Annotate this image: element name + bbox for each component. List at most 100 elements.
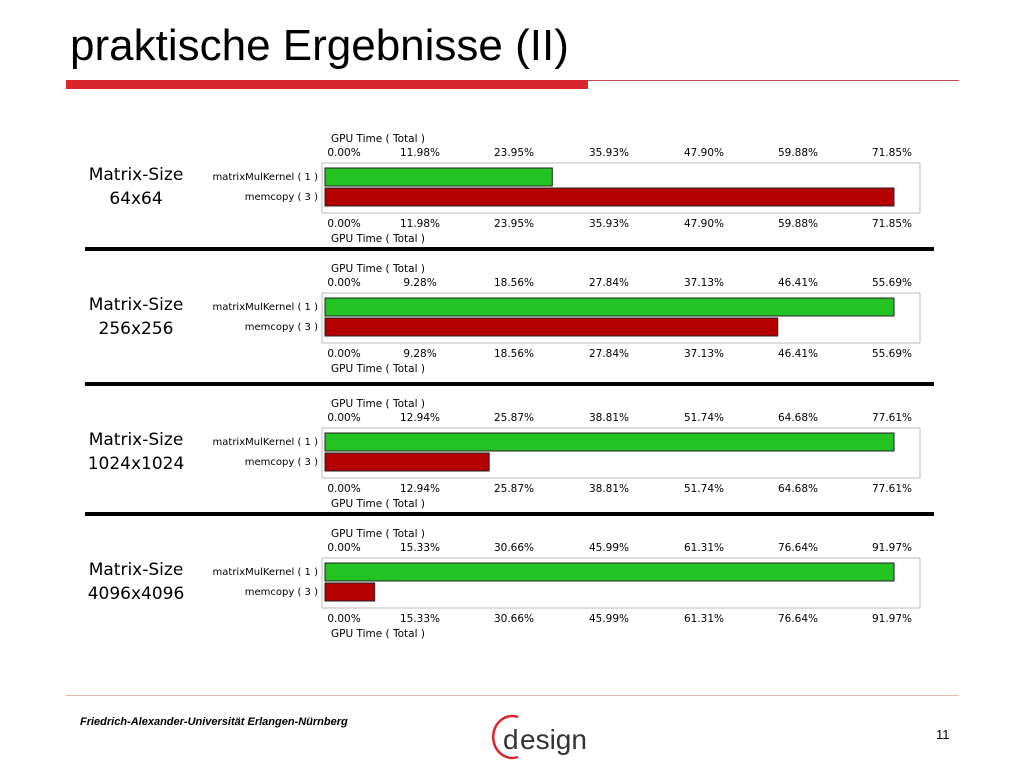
axis-title-top: GPU Time ( Total ) xyxy=(331,528,425,540)
footer-university: Friedrich-Alexander-Universität Erlangen… xyxy=(80,716,348,728)
tick-label-bottom: 47.90% xyxy=(684,218,724,230)
bar-memcopy xyxy=(324,582,376,602)
matrix-size-value: 256x256 xyxy=(99,319,174,339)
tick-label-top: 18.56% xyxy=(494,277,534,289)
matrix-size-label: Matrix-Size xyxy=(89,430,184,450)
tick-label-bottom: 51.74% xyxy=(684,483,724,495)
tick-label-top: 30.66% xyxy=(494,542,534,554)
axis-title-bottom: GPU Time ( Total ) xyxy=(331,363,425,375)
tick-label-top: 35.93% xyxy=(589,147,629,159)
chart-separator xyxy=(85,382,934,386)
tick-label-top: 59.88% xyxy=(778,147,818,159)
tick-label-bottom: 61.31% xyxy=(684,613,724,625)
bar-matrixmulkernel xyxy=(324,297,895,317)
tick-label-bottom: 18.56% xyxy=(494,348,534,360)
bar-memcopy xyxy=(324,187,895,207)
category-label-memcopy: memcopy ( 3 ) xyxy=(245,457,318,468)
matrix-size-value: 1024x1024 xyxy=(88,454,185,474)
tick-label-top: 91.97% xyxy=(872,542,912,554)
tick-label-bottom: 37.13% xyxy=(684,348,724,360)
tick-label-top: 64.68% xyxy=(778,412,818,424)
category-label-kernel: matrixMulKernel ( 1 ) xyxy=(213,172,319,183)
tick-label-top: 46.41% xyxy=(778,277,818,289)
chart-separator xyxy=(85,247,934,251)
tick-label-bottom: 46.41% xyxy=(778,348,818,360)
tick-label-bottom: 11.98% xyxy=(400,218,440,230)
tick-label-bottom: 9.28% xyxy=(403,348,436,360)
category-label-kernel: matrixMulKernel ( 1 ) xyxy=(213,302,319,313)
tick-label-top: 76.64% xyxy=(778,542,818,554)
tick-label-top: 15.33% xyxy=(400,542,440,554)
tick-label-top: 25.87% xyxy=(494,412,534,424)
category-label-kernel: matrixMulKernel ( 1 ) xyxy=(213,567,319,578)
bar-matrixmulkernel xyxy=(324,432,895,452)
tick-label-top: 27.84% xyxy=(589,277,629,289)
tick-label-top: 0.00% xyxy=(327,147,360,159)
logo-text: esign xyxy=(520,724,587,755)
bar-matrixmulkernel xyxy=(324,167,553,187)
tick-label-bottom: 55.69% xyxy=(872,348,912,360)
axis-title-bottom: GPU Time ( Total ) xyxy=(331,628,425,640)
tick-label-top: 11.98% xyxy=(400,147,440,159)
tick-label-bottom: 12.94% xyxy=(400,483,440,495)
matrix-size-label: Matrix-Size xyxy=(89,295,184,315)
tick-label-bottom: 59.88% xyxy=(778,218,818,230)
tick-label-bottom: 27.84% xyxy=(589,348,629,360)
logo-letter: d xyxy=(503,724,519,755)
tick-label-top: 61.31% xyxy=(684,542,724,554)
tick-label-bottom: 64.68% xyxy=(778,483,818,495)
tick-label-bottom: 76.64% xyxy=(778,613,818,625)
matrix-size-label: Matrix-Size xyxy=(89,560,184,580)
category-label-memcopy: memcopy ( 3 ) xyxy=(245,322,318,333)
tick-label-top: 77.61% xyxy=(872,412,912,424)
axis-title-top: GPU Time ( Total ) xyxy=(331,133,425,145)
matrix-size-value: 4096x4096 xyxy=(88,584,185,604)
tick-label-bottom: 0.00% xyxy=(327,613,360,625)
cdesign-logo: d esign xyxy=(492,714,587,760)
tick-label-top: 55.69% xyxy=(872,277,912,289)
tick-label-bottom: 23.95% xyxy=(494,218,534,230)
tick-label-bottom: 45.99% xyxy=(589,613,629,625)
bar-matrixmulkernel xyxy=(324,562,895,582)
gpu-time-charts: GPU Time ( Total ) GPU Time ( Total ) 0.00… xyxy=(85,133,934,640)
tick-label-top: 45.99% xyxy=(589,542,629,554)
tick-label-bottom: 30.66% xyxy=(494,613,534,625)
slide-title: praktische Ergebnisse (II) xyxy=(70,21,569,70)
footer-rule xyxy=(66,695,959,696)
matrix-size-value: 64x64 xyxy=(109,189,162,209)
tick-label-top: 37.13% xyxy=(684,277,724,289)
tick-label-bottom: 38.81% xyxy=(589,483,629,495)
tick-label-top: 9.28% xyxy=(403,277,436,289)
tick-label-bottom: 71.85% xyxy=(872,218,912,230)
bar-memcopy xyxy=(324,452,490,472)
axis-title-top: GPU Time ( Total ) xyxy=(331,263,425,275)
tick-label-bottom: 15.33% xyxy=(400,613,440,625)
tick-label-top: 0.00% xyxy=(327,542,360,554)
tick-label-top: 23.95% xyxy=(494,147,534,159)
axis-title-top: GPU Time ( Total ) xyxy=(331,398,425,410)
title-accent-bar xyxy=(66,80,588,89)
tick-label-top: 12.94% xyxy=(400,412,440,424)
axis-title-bottom: GPU Time ( Total ) xyxy=(331,233,425,245)
category-label-memcopy: memcopy ( 3 ) xyxy=(245,587,318,598)
tick-label-bottom: 0.00% xyxy=(327,218,360,230)
tick-label-top: 0.00% xyxy=(327,277,360,289)
bar-memcopy xyxy=(324,317,779,337)
tick-label-top: 38.81% xyxy=(589,412,629,424)
tick-label-top: 71.85% xyxy=(872,147,912,159)
tick-label-bottom: 25.87% xyxy=(494,483,534,495)
tick-label-top: 47.90% xyxy=(684,147,724,159)
tick-label-top: 0.00% xyxy=(327,412,360,424)
chart-separator xyxy=(85,512,934,516)
category-label-memcopy: memcopy ( 3 ) xyxy=(245,192,318,203)
tick-label-top: 51.74% xyxy=(684,412,724,424)
tick-label-bottom: 35.93% xyxy=(589,218,629,230)
tick-label-bottom: 77.61% xyxy=(872,483,912,495)
tick-label-bottom: 91.97% xyxy=(872,613,912,625)
axis-title-bottom: GPU Time ( Total ) xyxy=(331,498,425,510)
matrix-size-label: Matrix-Size xyxy=(89,165,184,185)
category-label-kernel: matrixMulKernel ( 1 ) xyxy=(213,437,319,448)
tick-label-bottom: 0.00% xyxy=(327,348,360,360)
page-number: 11 xyxy=(936,727,950,742)
tick-label-bottom: 0.00% xyxy=(327,483,360,495)
